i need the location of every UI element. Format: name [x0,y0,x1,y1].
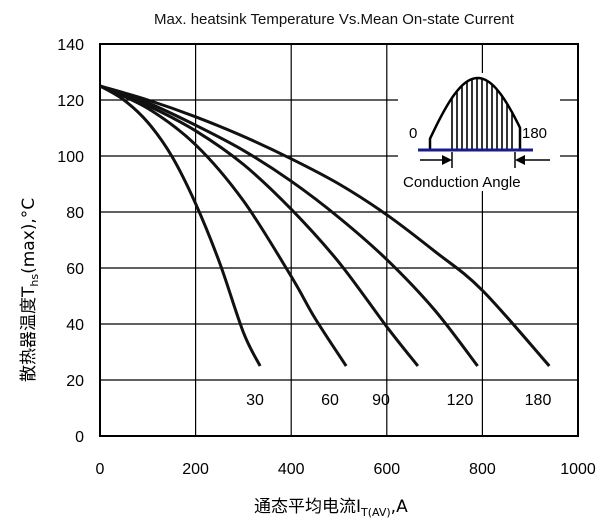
curve-label-30: 30 [246,392,264,409]
y-axis-label: 散热器温度Ths(max),°C [19,198,41,382]
y-tick-label: 0 [75,429,84,446]
inset-arrow-right-head [515,155,525,165]
curve-label-120: 120 [447,392,474,409]
inset-caption: Conduction Angle [403,174,521,191]
series-line-30 [99,84,262,367]
series-line-120 [99,84,479,367]
y-tick-label: 140 [57,37,84,54]
y-tick-label: 60 [66,261,84,278]
inset-label-end: 180 [522,125,547,142]
x-tick-label: 800 [469,461,496,478]
inset-diagram [418,76,550,168]
inset-waveform [428,76,522,150]
x-axis-label: 通态平均电流IT(AV),A [254,497,408,519]
series-line-180 [99,84,551,367]
curve-label-180: 180 [525,392,552,409]
y-tick-label: 20 [66,373,84,390]
x-tick-label: 400 [278,461,305,478]
curve-label-60: 60 [321,392,339,409]
inset-arrow-left-head [442,155,452,165]
x-tick-label: 0 [96,461,105,478]
plot-frame [99,43,579,437]
y-tick-label: 120 [57,93,84,110]
curve-labels: 30 60 90 120 180 [246,392,551,409]
y-tick-label: 80 [66,205,84,222]
chart-title: Max. heatsink Temperature Vs.Mean On-sta… [154,11,515,28]
x-tick-label: 1000 [560,461,596,478]
y-tick-label: 40 [66,317,84,334]
y-tick-labels: 0 20 40 60 80 100 120 140 [57,37,84,446]
series-line-60 [99,84,348,367]
x-tick-label: 200 [182,461,209,478]
x-tick-labels: 0 200 400 600 800 1000 [96,461,596,478]
inset-label-start: 0 [409,125,417,142]
series-line-90 [99,84,420,367]
curve-label-90: 90 [372,392,390,409]
x-tick-label: 600 [373,461,400,478]
inset-background [398,73,560,191]
curves [99,84,551,367]
y-tick-label: 100 [57,149,84,166]
